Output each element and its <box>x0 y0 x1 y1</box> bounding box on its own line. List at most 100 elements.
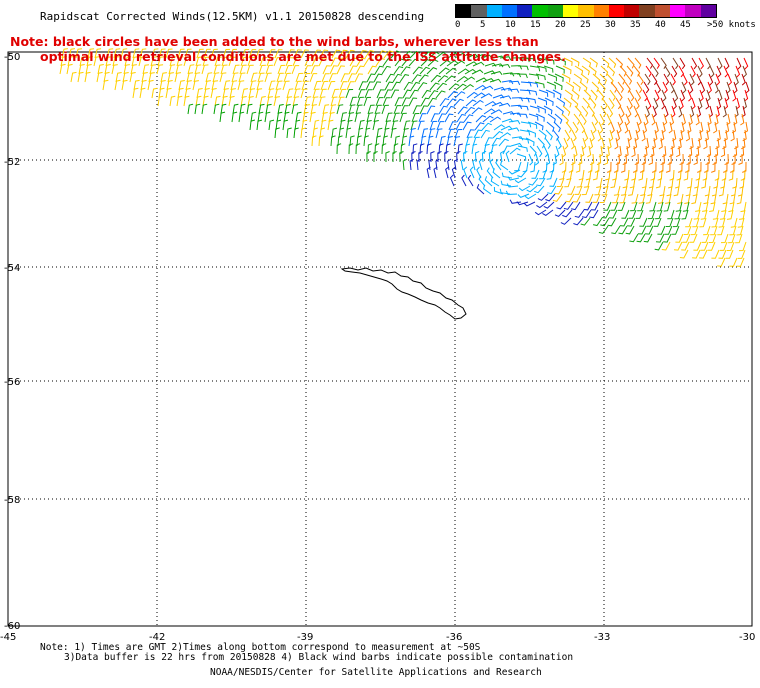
wind-barb <box>697 65 703 78</box>
wind-barb <box>355 104 363 115</box>
wind-barb <box>203 48 211 59</box>
wind-barb <box>322 65 331 75</box>
wind-barb <box>187 103 194 115</box>
wind-barb <box>526 129 536 138</box>
wind-barb <box>613 185 621 196</box>
wind-barb <box>509 72 522 78</box>
wind-barb <box>472 61 485 67</box>
wind-barb <box>232 64 240 75</box>
wind-barb <box>267 49 276 59</box>
wind-barb <box>563 137 569 150</box>
wind-barb <box>471 107 483 115</box>
wind-barb <box>240 96 247 107</box>
wind-barb <box>687 89 692 102</box>
wind-barb <box>394 58 405 67</box>
wind-barb <box>643 81 650 94</box>
wind-barb <box>367 104 375 115</box>
wind-barb <box>394 135 401 147</box>
wind-barb <box>678 65 685 78</box>
wind-barb <box>463 114 474 123</box>
wind-barb <box>589 97 597 109</box>
wind-barb <box>535 73 546 81</box>
wind-barb <box>646 57 654 69</box>
wind-barb <box>556 97 566 108</box>
wind-barb <box>400 105 409 115</box>
wind-barb <box>147 79 154 91</box>
wind-barb <box>480 54 493 59</box>
wind-barb <box>728 201 735 213</box>
wind-barb <box>712 209 720 220</box>
wind-barb <box>489 116 502 123</box>
wind-barb <box>624 81 631 93</box>
legend-swatch <box>624 5 640 17</box>
wind-barb <box>682 73 688 86</box>
legend-swatch <box>593 5 609 17</box>
wind-barb <box>309 73 318 83</box>
wind-barb <box>552 89 562 99</box>
wind-barb <box>603 153 609 166</box>
wind-barb <box>493 124 505 131</box>
wind-barb <box>363 96 372 107</box>
wind-barb <box>113 48 121 59</box>
wind-barb <box>274 49 283 59</box>
wind-barb <box>491 63 504 68</box>
wind-barb <box>238 72 246 83</box>
wind-barb <box>589 153 595 166</box>
wind-barb <box>210 88 217 99</box>
wind-barb <box>159 80 166 91</box>
wind-barb <box>330 57 340 67</box>
wind-barb <box>679 97 684 110</box>
wind-barb <box>732 89 737 102</box>
wind-barb <box>367 143 373 155</box>
wind-barb <box>437 113 447 123</box>
wind-barb <box>568 161 574 173</box>
wind-barb <box>320 119 327 131</box>
wind-barb <box>248 88 256 99</box>
wind-barb <box>700 241 709 251</box>
wind-barb <box>706 145 712 158</box>
wind-barb <box>454 91 466 99</box>
wind-barb <box>634 129 639 142</box>
wind-barb <box>204 80 211 91</box>
wind-barb <box>634 57 642 69</box>
wind-barb <box>283 111 290 123</box>
wind-barb <box>587 161 593 173</box>
wind-barb <box>348 104 356 115</box>
wind-barb <box>383 89 392 99</box>
wind-barb <box>447 128 455 139</box>
wind-barb <box>556 57 566 66</box>
wind-barb <box>444 75 456 83</box>
wind-barb <box>635 89 642 102</box>
wind-barb <box>589 137 594 150</box>
wind-barb <box>311 96 319 107</box>
wind-barb <box>292 96 300 107</box>
wind-barb <box>637 225 647 235</box>
wind-barb <box>542 161 548 173</box>
legend-swatch <box>654 5 670 17</box>
wind-barb <box>567 185 576 195</box>
wind-barb <box>575 161 581 173</box>
wind-barb <box>714 81 719 94</box>
wind-barb <box>365 120 372 131</box>
wind-barb <box>259 57 268 67</box>
wind-barb <box>679 153 684 166</box>
wind-barb <box>394 97 403 107</box>
wind-barb <box>674 209 682 220</box>
wind-barb <box>195 56 203 67</box>
wind-barb <box>607 217 617 227</box>
wind-barb <box>619 105 625 118</box>
wind-barb <box>605 145 610 158</box>
wind-barb <box>461 174 467 187</box>
wind-barb <box>738 153 743 165</box>
wind-barb <box>436 121 445 131</box>
wind-barb <box>618 225 628 235</box>
wind-barb <box>627 97 633 110</box>
wind-barb <box>408 58 419 67</box>
wind-barb <box>156 64 164 75</box>
wind-barb <box>617 121 622 134</box>
wind-barb <box>363 57 373 67</box>
wind-barb <box>481 122 492 131</box>
legend-label: 15 <box>530 20 541 30</box>
wind-barb <box>667 209 675 220</box>
wind-barb <box>730 129 735 142</box>
